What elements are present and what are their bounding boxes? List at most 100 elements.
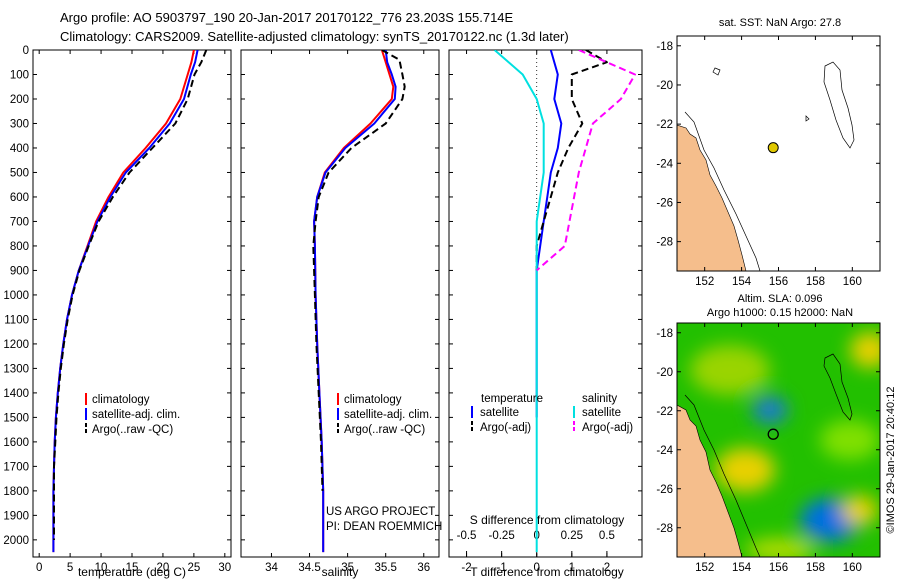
salinity-x-label: salinity [322, 565, 359, 579]
x2-tick-label: -0.5 [457, 530, 477, 542]
x-tick-label: 2 [604, 562, 610, 574]
x-tick-label: 35.5 [374, 562, 396, 574]
depth-tick-label: 1000 [3, 290, 29, 302]
map-lat-label: -20 [656, 80, 673, 92]
series-line-s-argo-adj- [536, 50, 636, 272]
series-line-argo-raw-qc [312, 50, 406, 491]
depth-tick-label: 300 [10, 118, 29, 130]
series-line-satellite-adj-clim [52, 50, 199, 553]
x-tick-label: 30 [218, 562, 231, 574]
salinity-panel: 34 34.5 35 35.5 36 salinity climatology sate… [240, 49, 442, 579]
depth-tick-label: 1300 [3, 363, 29, 375]
series-line-satellite-adj-clim [313, 50, 397, 553]
argo-float-marker [767, 142, 779, 154]
legend-label-argo: Argo(..raw -QC) [92, 424, 173, 436]
temperature-x-axis: 0 5 10 15 20 25 30 [36, 50, 231, 574]
x-tick-label: 35 [341, 562, 354, 574]
map-lat-label: -22 [656, 119, 673, 131]
legend-label-satellite: satellite-adj. clim. [92, 409, 180, 421]
difference-panel: -2 -1 0 1 2 -0.5 -0.25 0 0.25 0.5 T difference f… [448, 49, 643, 579]
map-lon-label: 156 [769, 562, 788, 574]
map-lat-label: -28 [656, 523, 673, 535]
sst-map-title: sat. SST: NaN Argo: 27.8 [719, 17, 841, 29]
imos-timestamp: ©IMOS 29-Jan-2017 20:40:12 [885, 387, 897, 534]
map-lat-label: -22 [656, 406, 673, 418]
map-lat-label: -24 [656, 158, 673, 170]
reef-contour-small [712, 67, 721, 76]
sla-field-colormap [690, 332, 880, 557]
map-lat-label: -26 [656, 484, 673, 496]
series-line-s-satellite [493, 50, 545, 553]
difference-series [493, 50, 636, 553]
depth-tick-label: 1500 [3, 412, 29, 424]
temperature-legend: climatology satellite-adj. clim. Argo(..… [85, 393, 180, 436]
map-lon-label: 154 [732, 276, 752, 288]
sla-map-axes: 152 154 156 158 160 -18 -20 -22 -24 -26 -28 [656, 323, 880, 574]
x-tick-label: -1 [497, 562, 507, 574]
map-lon-label: 158 [806, 276, 825, 288]
map-lat-label: -24 [656, 445, 673, 457]
x-tick-label: 36 [417, 562, 430, 574]
depth-tick-label: 1200 [3, 339, 29, 351]
depth-tick-label: 900 [10, 265, 29, 277]
pi-annotation: PI: DEAN ROEMMICH [326, 521, 442, 533]
x-tick-label: 0 [534, 562, 540, 574]
t-difference-x-label: T difference from climatology [470, 565, 624, 579]
figure-title-line1: Argo profile: AO 5903797_190 20-Jan-2017… [60, 10, 514, 25]
legend-label-s-argo: Argo(-adj) [582, 422, 633, 434]
sla-map-title: Altim. SLA: 0.096 [738, 293, 823, 305]
depth-tick-label: 1600 [3, 437, 29, 449]
series-line-argo-raw-qc [53, 50, 208, 540]
map-lon-label: 152 [695, 562, 714, 574]
depth-tick-label: 1700 [3, 461, 29, 473]
temperature-panel: 0100200300400500600700800900100011001200… [3, 45, 232, 579]
x2-tick-label: 0.25 [561, 530, 583, 542]
x-tick-label: 34.5 [298, 562, 320, 574]
project-annotation: US ARGO PROJECT [326, 506, 435, 518]
figure-title-line2: Climatology: CARS2009. Satellite-adjuste… [60, 29, 569, 44]
x2-tick-label: 0.5 [599, 530, 615, 542]
difference-y-ticks [449, 49, 642, 557]
legend-label-s-satellite: satellite [582, 407, 621, 419]
sla-map-panel: Altim. SLA: 0.096 Argo h1000: 0.15 h2000… [656, 293, 881, 574]
legend-label-argo: Argo(..raw -QC) [344, 424, 425, 436]
reef-contour [823, 61, 855, 149]
temperature-axes-frame [32, 49, 232, 558]
depth-tick-label: 700 [10, 216, 29, 228]
s-difference-x-label: S difference from climatology [470, 513, 625, 527]
map-lat-label: -18 [656, 41, 673, 53]
map-lat-label: -26 [656, 197, 673, 209]
depth-tick-label: 0 [23, 45, 29, 57]
map-lat-label: -28 [656, 237, 673, 249]
x-tick-label: 34 [265, 562, 278, 574]
x-tick-label: -2 [461, 562, 471, 574]
map-lon-label: 152 [695, 276, 714, 288]
map-lon-label: 158 [806, 562, 825, 574]
depth-tick-label: 1800 [3, 486, 29, 498]
salinity-series [312, 50, 406, 553]
depth-tick-label: 200 [10, 94, 29, 106]
map-lat-label: -18 [656, 328, 673, 340]
x-tick-label: 1 [569, 562, 575, 574]
bathymetry-1000m-contour [684, 394, 761, 557]
x-tick-label: 15 [126, 562, 139, 574]
legend-label-climatology: climatology [344, 394, 402, 406]
depth-tick-label: 1900 [3, 510, 29, 522]
legend-label-satellite: satellite-adj. clim. [344, 409, 432, 421]
reef-contour [823, 353, 853, 421]
x-tick-label: 0 [36, 562, 42, 574]
argo-float-marker [767, 428, 779, 440]
legend-title-salinity: salinity [582, 393, 617, 405]
series-line-climatology [313, 50, 395, 553]
map-lon-label: 156 [769, 276, 788, 288]
depth-tick-label: 100 [10, 69, 29, 81]
map-lon-label: 154 [732, 562, 752, 574]
legend-label-t-satellite: satellite [480, 407, 519, 419]
series-line-t-argo-adj- [535, 50, 608, 271]
salinity-x-axis: 34 34.5 35 35.5 36 [265, 50, 430, 574]
x-tick-label: 5 [67, 562, 73, 574]
legend-title-temperature: temperature [481, 393, 543, 405]
depth-tick-label: 800 [10, 241, 29, 253]
map-lon-label: 160 [843, 562, 862, 574]
depth-tick-label: 2000 [3, 535, 29, 547]
